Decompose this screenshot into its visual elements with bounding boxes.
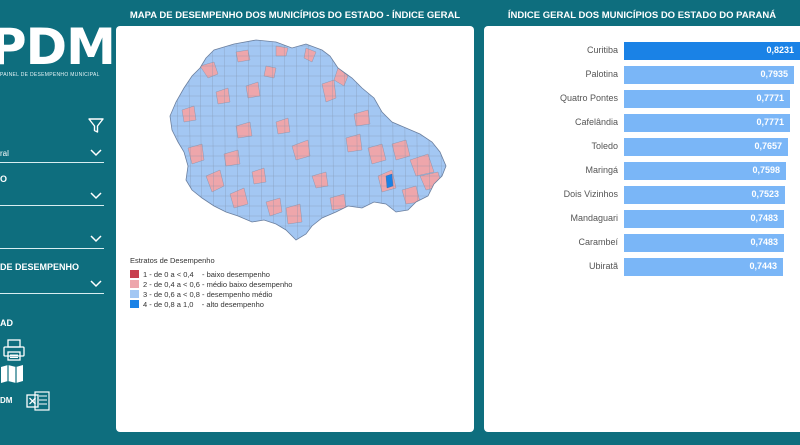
sidebar: PDM PAINEL DE DESEMPENHO MUNICIPAL ral O…: [0, 0, 116, 445]
ranking-bar[interactable]: 0,7443: [624, 258, 783, 276]
ranking-municipality-name: Palotina: [585, 69, 618, 79]
ranking-bar[interactable]: 0,7771: [624, 114, 790, 132]
legend-swatch: [130, 270, 139, 278]
filter-select-1[interactable]: ral: [0, 146, 104, 163]
logo-subtitle: PAINEL DE DESEMPENHO MUNICIPAL: [0, 72, 100, 78]
logo: PDM PAINEL DE DESEMPENHO MUNICIPAL: [0, 18, 116, 78]
filter-label-performance: DE DESEMPENHO: [0, 262, 80, 272]
ranking-value: 0,7771: [756, 117, 784, 127]
parana-municipalities-map[interactable]: [116, 26, 474, 256]
map-legend: Estratos de Desempenho 1 - de 0 a < 0,4 …: [130, 256, 292, 309]
excel-icon[interactable]: [26, 390, 50, 412]
legend-swatch: [130, 300, 139, 308]
ranking-value: 0,7598: [752, 165, 780, 175]
logo-text: PDM: [0, 18, 116, 76]
ranking-row[interactable]: Curitiba 0,8231: [484, 42, 800, 60]
filter-select-1-value: ral: [0, 149, 9, 158]
export-label: DM: [0, 396, 13, 405]
legend-title: Estratos de Desempenho: [130, 256, 215, 265]
ranking-bar[interactable]: 0,7657: [624, 138, 788, 156]
ranking-bar[interactable]: 0,7523: [624, 186, 785, 204]
map-icon[interactable]: [0, 364, 24, 384]
filter-label-2: O: [0, 174, 8, 184]
filter-select-2[interactable]: [0, 189, 104, 206]
legend-item-label: 2 - de 0,4 a < 0,6 - médio baixo desempe…: [143, 279, 293, 289]
ranking-municipality-name: Curitiba: [586, 45, 618, 55]
map-panel: Estratos de Desempenho 1 - de 0 a < 0,4 …: [116, 26, 474, 432]
curitiba-municipality: [385, 173, 394, 189]
ranking-value: 0,7523: [751, 189, 779, 199]
ranking-row[interactable]: Carambeí 0,7483: [484, 234, 800, 252]
legend-item: 1 - de 0 a < 0,4 - baixo desempenho: [130, 269, 292, 279]
ranking-value: 0,8231: [766, 45, 794, 55]
ranking-row[interactable]: Quatro Pontes 0,7771: [484, 90, 800, 108]
legend-swatch: [130, 290, 139, 298]
chevron-down-icon: [90, 235, 102, 243]
ranking-municipality-name: Toledo: [591, 141, 618, 151]
ranking-value: 0,7935: [760, 69, 788, 79]
rank-panel: Curitiba 0,8231 Palotina 0,7935 Quatro Ponte…: [484, 26, 800, 432]
ranking-bar[interactable]: 0,8231: [624, 42, 800, 60]
ranking-bar[interactable]: 0,7935: [624, 66, 794, 84]
ranking-municipality-name: Maringá: [585, 165, 618, 175]
chevron-down-icon: [90, 192, 102, 200]
ranking-municipality-name: Carambeí: [578, 237, 618, 247]
ranking-row[interactable]: Palotina 0,7935: [484, 66, 800, 84]
ranking-bar[interactable]: 0,7483: [624, 234, 784, 252]
ranking-row[interactable]: Mandaguari 0,7483: [484, 210, 800, 228]
filter-icon[interactable]: [87, 117, 105, 135]
legend-item-label: 1 - de 0 a < 0,4 - baixo desempenho: [143, 269, 270, 279]
legend-item: 4 - de 0,8 a 1,0 - alto desempenho: [130, 299, 292, 309]
rank-panel-title: ÍNDICE GERAL DOS MUNICÍPIOS DO ESTADO DO…: [507, 10, 777, 21]
report-print-icon[interactable]: [2, 338, 26, 362]
ranking-value: 0,7443: [749, 261, 777, 271]
ranking-row[interactable]: Dois Vizinhos 0,7523: [484, 186, 800, 204]
ranking-bar[interactable]: 0,7598: [624, 162, 786, 180]
legend-item-label: 4 - de 0,8 a 1,0 - alto desempenho: [143, 299, 264, 309]
ranking-value: 0,7657: [754, 141, 782, 151]
ranking-bar[interactable]: 0,7771: [624, 90, 790, 108]
ranking-row[interactable]: Toledo 0,7657: [484, 138, 800, 156]
filter-select-3[interactable]: [0, 232, 104, 249]
ranking-value: 0,7483: [750, 237, 778, 247]
ranking-municipality-name: Dois Vizinhos: [563, 189, 618, 199]
ranking-row[interactable]: Maringá 0,7598: [484, 162, 800, 180]
map-panel-title: MAPA DE DESEMPENHO DOS MUNICÍPIOS DO EST…: [129, 10, 461, 21]
ranking-municipality-name: Quatro Pontes: [559, 93, 618, 103]
legend-item: 2 - de 0,4 a < 0,6 - médio baixo desempe…: [130, 279, 292, 289]
ranking-bar[interactable]: 0,7483: [624, 210, 784, 228]
legend-item-label: 3 - de 0,6 a < 0,8 - desempenho médio: [143, 289, 273, 299]
chevron-down-icon: [90, 149, 102, 157]
filter-select-performance[interactable]: [0, 277, 104, 294]
ranking-municipality-name: Mandaguari: [570, 213, 618, 223]
ranking-value: 0,7771: [756, 93, 784, 103]
ranking-value: 0,7483: [750, 213, 778, 223]
ranking-municipality-name: Ubiratã: [588, 261, 618, 271]
ranking-row[interactable]: Cafelândia 0,7771: [484, 114, 800, 132]
ranking-municipality-name: Cafelândia: [574, 117, 618, 127]
ranking-row[interactable]: Ubiratã 0,7443: [484, 258, 800, 276]
legend-item: 3 - de 0,6 a < 0,8 - desempenho médio: [130, 289, 292, 299]
legend-swatch: [130, 280, 139, 288]
chevron-down-icon: [90, 280, 102, 288]
section-label: AD: [0, 318, 13, 328]
